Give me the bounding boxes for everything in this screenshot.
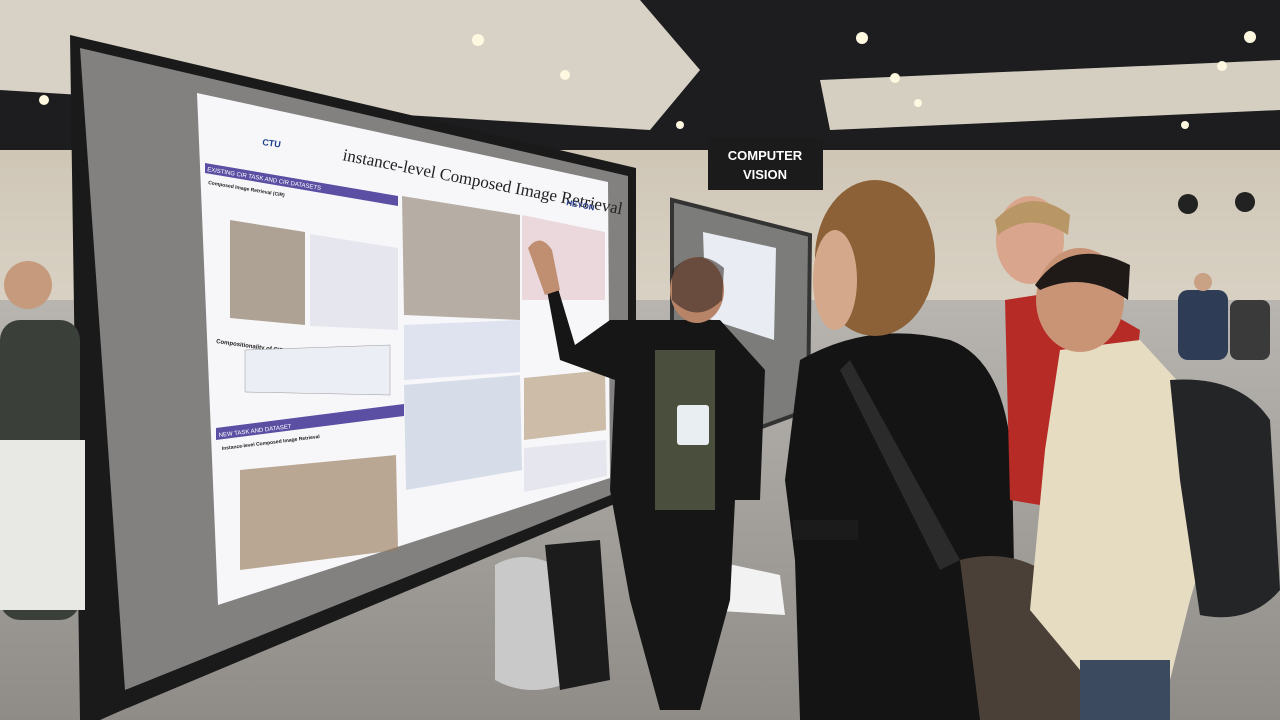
image-grid [230, 220, 305, 325]
vent [1235, 192, 1255, 212]
presenter-badge [677, 405, 709, 445]
section-header-bar [216, 404, 404, 440]
text-block [310, 234, 398, 330]
light [890, 73, 900, 83]
vent [1178, 194, 1198, 214]
light [676, 121, 684, 129]
armband [793, 520, 858, 540]
image-grid [240, 455, 398, 570]
presenter [528, 240, 765, 710]
light [39, 95, 49, 105]
listener-face [813, 230, 857, 330]
person [1178, 290, 1228, 360]
poster-logo: CTU [262, 137, 282, 149]
background-people [1178, 273, 1270, 360]
sign-text: VISION [743, 167, 787, 182]
light [856, 32, 868, 44]
light [1244, 31, 1256, 43]
presenter-hand [528, 240, 560, 295]
light [560, 70, 570, 80]
section-header-bar [205, 163, 398, 206]
bag-floor [545, 540, 610, 690]
listener-jeans [1080, 660, 1170, 720]
ceiling-beam [820, 60, 1280, 130]
plots [404, 320, 520, 380]
light [914, 99, 922, 107]
person-left-trousers [0, 440, 85, 610]
image-grid [402, 196, 520, 320]
listener-hair [995, 201, 1070, 235]
plots [244, 344, 391, 396]
text-block [524, 440, 607, 492]
sign-board [708, 138, 823, 190]
sign-text: COMPUTER [728, 148, 803, 163]
listener-jacket [1030, 340, 1220, 680]
light [472, 34, 484, 46]
ceiling-lights [39, 31, 1256, 129]
person-left-head [4, 261, 52, 309]
light [1181, 121, 1189, 129]
listener-1 [785, 180, 1090, 720]
backpack [1170, 379, 1280, 618]
listener-3 [1030, 248, 1280, 720]
person-head [1194, 273, 1212, 291]
diagram [404, 375, 522, 490]
listener-hair [1035, 253, 1130, 300]
person [1230, 300, 1270, 360]
light [1217, 61, 1227, 71]
back-poster [703, 232, 776, 340]
image-grid [524, 370, 606, 440]
presenter-beard [672, 256, 724, 313]
listener-body [785, 333, 1015, 720]
bag-strap [840, 360, 960, 570]
